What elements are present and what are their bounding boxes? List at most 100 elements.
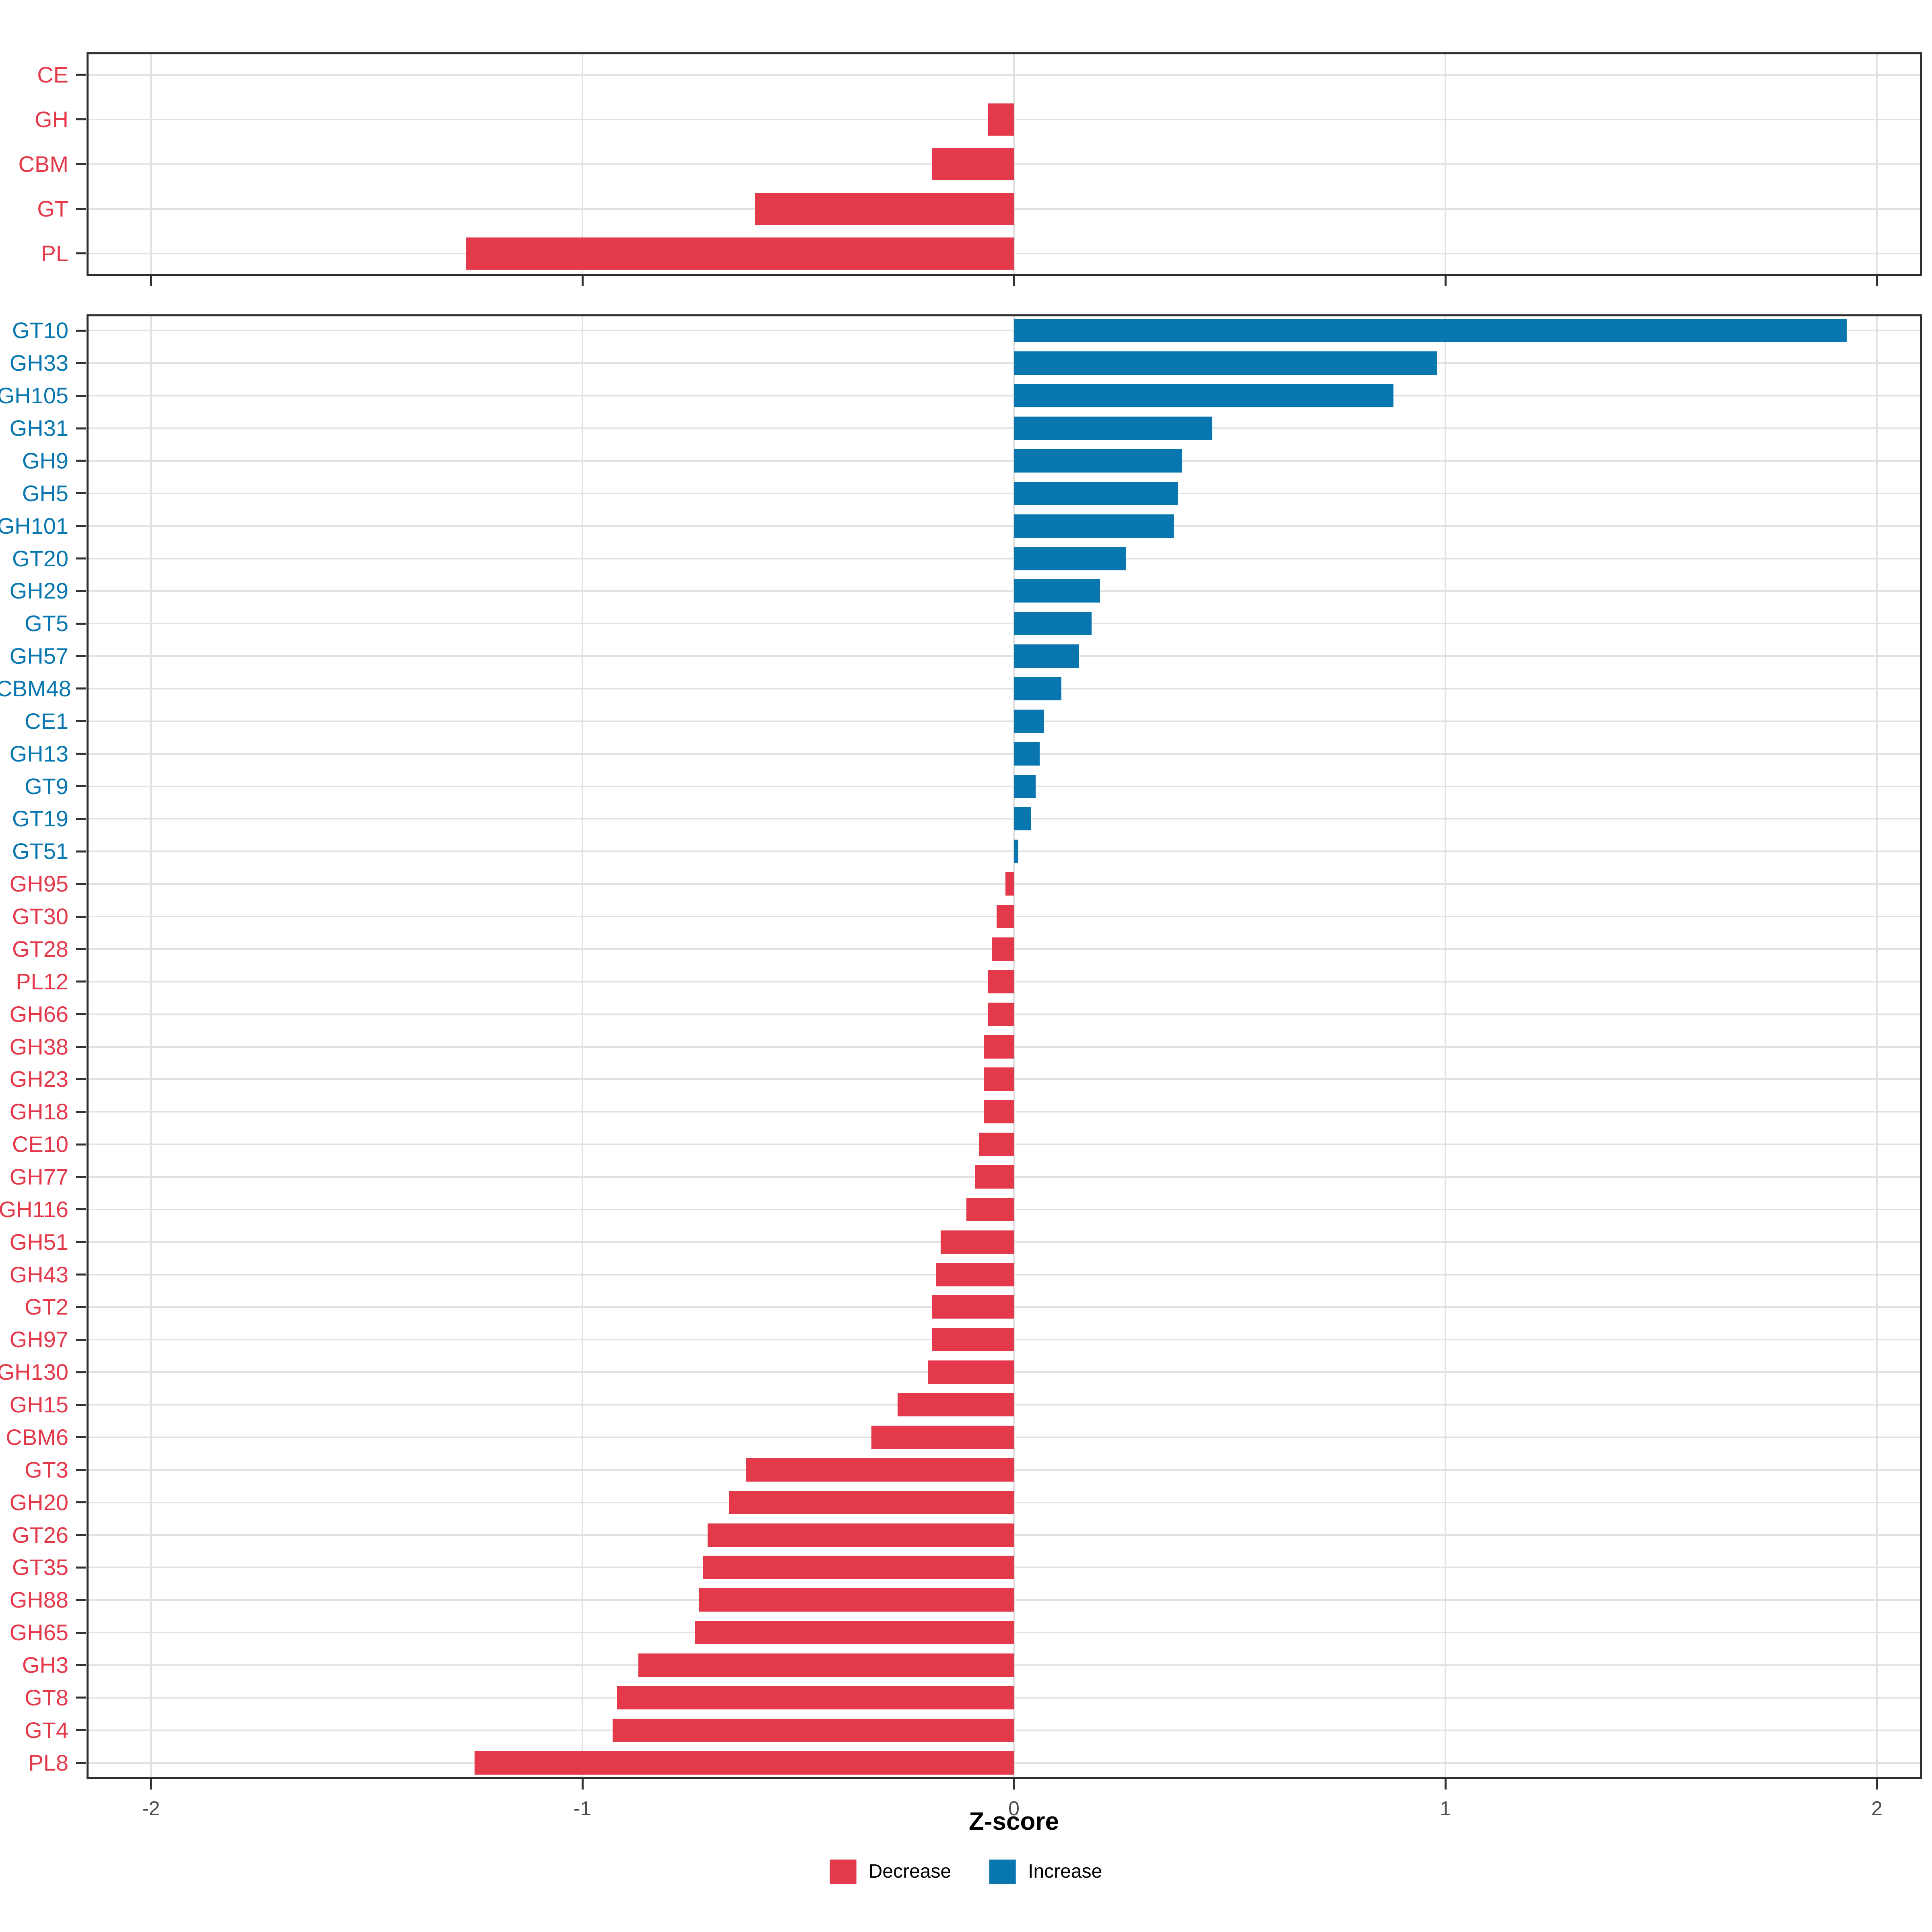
category-label-PL8: PL8 <box>28 1750 68 1775</box>
y-gridline <box>89 850 1920 852</box>
category-tick <box>76 460 86 462</box>
x-tick <box>150 1779 152 1790</box>
legend: Decrease Increase <box>830 1860 1102 1884</box>
x-tick <box>1013 1779 1015 1790</box>
bar-GT <box>755 192 1014 225</box>
category-tick <box>76 1436 86 1439</box>
category-label-GH15: GH15 <box>9 1392 68 1418</box>
legend-key-increase <box>989 1860 1016 1884</box>
x-axis-title: Z-score <box>969 1808 1059 1835</box>
category-tick <box>76 1241 86 1243</box>
category-label-GH97: GH97 <box>9 1327 68 1352</box>
bar-GH77 <box>975 1165 1014 1189</box>
category-tick <box>76 1729 86 1732</box>
category-label-CBM: CBM <box>18 151 68 177</box>
category-tick <box>76 1338 86 1341</box>
bar-CBM <box>932 148 1014 180</box>
bar-GH57 <box>1014 644 1079 668</box>
y-gridline <box>89 557 1920 559</box>
category-label-GT30: GT30 <box>12 904 68 929</box>
bar-GH29 <box>1014 579 1100 603</box>
category-label-GH20: GH20 <box>9 1489 68 1515</box>
x-tick-label: -1 <box>573 1797 592 1820</box>
bar-GH97 <box>932 1328 1014 1352</box>
bar-GT20 <box>1014 547 1126 570</box>
legend-item-increase: Increase <box>989 1860 1102 1884</box>
category-tick <box>76 687 86 690</box>
category-label-GH43: GH43 <box>9 1261 68 1287</box>
y-gridline <box>89 655 1920 657</box>
category-label-GT10: GT10 <box>12 318 68 343</box>
category-tick <box>76 1664 86 1666</box>
y-gridline <box>89 74 1920 76</box>
bar-GH <box>988 103 1014 136</box>
category-tick <box>76 1176 86 1178</box>
category-tick <box>76 590 86 592</box>
category-tick <box>76 1631 86 1634</box>
bottom-panel <box>87 314 1922 1779</box>
category-label-GT8: GT8 <box>25 1684 68 1710</box>
bar-CBM6 <box>871 1425 1014 1449</box>
bar-GT4 <box>613 1718 1014 1742</box>
x-tick-label: 1 <box>1440 1797 1451 1820</box>
category-tick <box>76 1306 86 1308</box>
category-label-GT: GT <box>37 196 68 221</box>
x-tick <box>1013 276 1015 286</box>
category-label-GH33: GH33 <box>9 350 68 376</box>
category-tick <box>76 1599 86 1601</box>
category-tick <box>76 1501 86 1504</box>
bar-GH66 <box>988 1002 1014 1026</box>
bar-GT2 <box>932 1295 1014 1319</box>
category-tick <box>76 1469 86 1471</box>
y-gridline <box>89 590 1920 592</box>
x-tick <box>581 276 584 286</box>
y-gridline <box>89 525 1920 527</box>
category-label-PL: PL <box>41 240 69 266</box>
x-tick <box>150 276 152 286</box>
category-tick <box>76 1566 86 1569</box>
category-label-GH29: GH29 <box>9 578 68 604</box>
bar-GH18 <box>983 1100 1014 1124</box>
y-gridline <box>89 785 1920 787</box>
x-tick <box>1444 1779 1447 1790</box>
category-label-CBM6: CBM6 <box>6 1424 68 1450</box>
bar-GT19 <box>1014 807 1031 831</box>
category-tick <box>76 622 86 625</box>
legend-label: Decrease <box>868 1861 952 1882</box>
x-tick-label: -2 <box>142 1797 160 1820</box>
bar-GT5 <box>1014 612 1092 636</box>
bar-GH5 <box>1014 481 1178 505</box>
category-tick <box>76 1143 86 1146</box>
bar-GH15 <box>897 1393 1014 1417</box>
y-gridline <box>89 395 1920 397</box>
category-tick <box>76 655 86 657</box>
bar-GT3 <box>746 1458 1014 1482</box>
category-tick <box>76 915 86 918</box>
bar-GT28 <box>992 937 1014 961</box>
bar-GH51 <box>940 1230 1014 1254</box>
category-label-GT19: GT19 <box>12 806 68 832</box>
category-label-PL12: PL12 <box>16 968 68 994</box>
category-label-GH38: GH38 <box>9 1034 68 1059</box>
bar-GT8 <box>617 1686 1014 1709</box>
y-gridline <box>89 818 1920 820</box>
y-gridline <box>89 427 1920 429</box>
category-label-GH23: GH23 <box>9 1066 68 1092</box>
x-tick <box>581 1779 584 1790</box>
bar-GH105 <box>1014 384 1394 408</box>
category-tick <box>76 1697 86 1699</box>
bar-CE1 <box>1014 709 1044 733</box>
bar-GH20 <box>729 1490 1014 1514</box>
category-label-GH88: GH88 <box>9 1587 68 1613</box>
category-label-GH95: GH95 <box>9 871 68 897</box>
category-tick <box>76 1762 86 1764</box>
top-panel <box>87 52 1922 276</box>
category-tick <box>76 427 86 429</box>
y-gridline <box>89 753 1920 755</box>
category-label-GH51: GH51 <box>9 1229 68 1255</box>
category-label-GH18: GH18 <box>9 1099 68 1125</box>
category-tick <box>76 1110 86 1113</box>
bar-GT9 <box>1014 774 1036 798</box>
x-tick <box>1876 276 1878 286</box>
category-tick <box>76 208 86 210</box>
